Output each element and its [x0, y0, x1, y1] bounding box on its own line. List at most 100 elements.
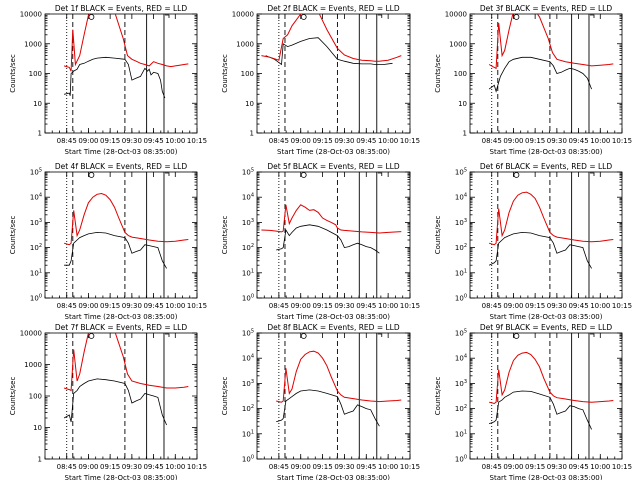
x-axis-label: Start Time (28-Oct-03 08:35:00) — [490, 313, 603, 321]
y-tick-label: 105 — [455, 329, 467, 338]
plot-frame — [256, 171, 411, 299]
x-tick-label: 09:45 — [568, 137, 588, 145]
x-tick-label: 08:45 — [269, 137, 289, 145]
x-tick-label: 10:15 — [612, 137, 632, 145]
y-axis-label: Counts/sec — [9, 54, 17, 93]
x-tick-label: 09:15 — [100, 137, 120, 145]
bracket-mark — [589, 172, 595, 176]
plot-frame — [44, 171, 198, 299]
x-tick-label: 08:45 — [269, 463, 289, 471]
y-tick-label: 1000 — [24, 361, 42, 369]
x-tick-label: 10:15 — [400, 463, 420, 471]
x-tick-label: 10:00 — [165, 302, 185, 310]
y-tick-label: 1 — [38, 456, 42, 464]
panel-title: Det 4f BLACK = Events, RED = LLD — [55, 162, 188, 171]
y-axis-label: Counts/sec — [434, 216, 442, 255]
bracket-mark — [377, 333, 383, 337]
y-tick-label: 1000 — [236, 40, 254, 48]
y-tick-label: 101 — [242, 429, 254, 438]
plot-frame — [469, 171, 623, 299]
y-tick-label: 100 — [455, 455, 467, 464]
y-tick-label: 100 — [454, 70, 467, 78]
x-tick-label: 09:30 — [547, 137, 567, 145]
panel-title: Det 9f BLACK = Events, RED = LLD — [480, 323, 613, 332]
x-tick-label: 09:45 — [143, 463, 163, 471]
y-tick-label: 102 — [30, 243, 42, 252]
event-marker — [513, 14, 520, 20]
x-axis-label: Start Time (28-Oct-03 08:35:00) — [490, 148, 603, 156]
y-tick-label: 101 — [30, 268, 42, 277]
bracket-mark — [377, 172, 383, 176]
x-tick-label: 10:15 — [612, 463, 632, 471]
detector-panel: Det 2f BLACK = Events, RED = LLD Counts/s… — [221, 4, 420, 156]
y-tick-label: 101 — [455, 429, 467, 438]
x-tick-label: 09:15 — [525, 137, 545, 145]
x-tick-label: 10:15 — [187, 302, 207, 310]
panel-title: Det 3f BLACK = Events, RED = LLD — [480, 4, 613, 13]
lld-series-line — [488, 14, 614, 70]
y-tick-label: 100 — [455, 294, 467, 303]
x-tick-label: 09:00 — [291, 137, 311, 145]
event-marker — [513, 333, 520, 339]
y-tick-label: 10000 — [445, 11, 467, 19]
y-tick-label: 10000 — [20, 11, 42, 19]
y-tick-label: 1000 — [24, 40, 42, 48]
bracket-mark — [377, 14, 383, 18]
detector-panel: Det 4f BLACK = Events, RED = LLD Counts/s… — [9, 162, 207, 321]
y-tick-label: 100 — [242, 294, 254, 303]
x-tick-label: 08:45 — [482, 463, 502, 471]
events-series-line — [276, 389, 380, 427]
x-tick-label: 09:15 — [525, 302, 545, 310]
panel-title: Det 5f BLACK = Events, RED = LLD — [267, 162, 400, 171]
x-tick-label: 09:30 — [547, 302, 567, 310]
x-tick-label: 10:00 — [590, 463, 610, 471]
y-tick-label: 10 — [33, 424, 42, 432]
y-tick-label: 100 — [30, 294, 42, 303]
y-tick-label: 101 — [242, 268, 254, 277]
x-tick-label: 09:15 — [525, 463, 545, 471]
bracket-mark — [164, 14, 170, 18]
y-tick-label: 10 — [245, 100, 254, 108]
x-tick-label: 10:00 — [590, 137, 610, 145]
x-tick-label: 09:00 — [291, 463, 311, 471]
x-tick-label: 09:45 — [356, 302, 376, 310]
x-tick-label: 09:15 — [100, 302, 120, 310]
detector-panel: Det 6f BLACK = Events, RED = LLD Counts/s… — [434, 162, 632, 321]
y-axis-label: Counts/sec — [434, 54, 442, 93]
y-tick-label: 102 — [242, 404, 254, 413]
x-tick-label: 09:15 — [100, 463, 120, 471]
bracket-mark — [164, 172, 170, 176]
event-marker — [513, 172, 520, 178]
lld-series-line — [488, 191, 614, 246]
y-tick-label: 102 — [455, 404, 467, 413]
y-tick-label: 100 — [242, 455, 254, 464]
detector-panel: Det 9f BLACK = Events, RED = LLD Counts/s… — [434, 323, 632, 480]
y-tick-label: 101 — [455, 268, 467, 277]
x-tick-label: 08:45 — [57, 137, 77, 145]
x-axis-label: Start Time (28-Oct-03 08:35:00) — [277, 313, 390, 321]
lld-series-line — [63, 14, 189, 72]
y-tick-label: 104 — [242, 354, 254, 363]
x-tick-label: 09:30 — [547, 463, 567, 471]
events-series-line — [63, 378, 167, 426]
plot-frame — [469, 332, 623, 460]
bracket-mark — [589, 14, 595, 18]
x-tick-label: 10:15 — [400, 302, 420, 310]
y-tick-label: 105 — [30, 168, 42, 177]
events-series-line — [64, 56, 166, 99]
x-tick-label: 09:45 — [143, 137, 163, 145]
x-tick-label: 08:45 — [269, 302, 289, 310]
x-axis-label: Start Time (28-Oct-03 08:35:00) — [277, 148, 390, 156]
event-marker — [88, 333, 95, 339]
event-marker — [300, 172, 307, 178]
x-tick-label: 09:30 — [122, 137, 142, 145]
detector-panel: Det 5f BLACK = Events, RED = LLD Counts/s… — [221, 162, 420, 321]
x-tick-label: 09:00 — [503, 302, 523, 310]
plot-frame — [256, 332, 411, 460]
y-tick-label: 1 — [250, 130, 254, 138]
y-tick-label: 105 — [455, 168, 467, 177]
events-series-line — [488, 56, 592, 93]
events-series-line — [265, 37, 393, 66]
lld-series-line — [276, 350, 402, 403]
y-tick-label: 103 — [455, 218, 467, 227]
